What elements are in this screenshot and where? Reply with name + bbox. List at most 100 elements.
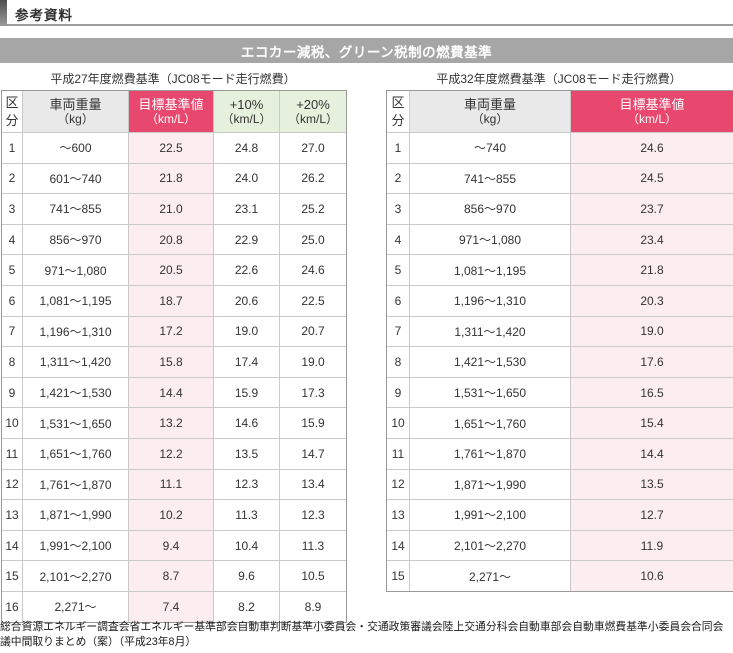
- table-row: 3 856～970 23.7: [387, 194, 733, 225]
- category-cell: 14: [2, 530, 23, 562]
- table-row: 13 1,991～2,100 12.7: [387, 500, 733, 531]
- table-row: 2 601～740 21.8 24.0 26.2: [2, 163, 346, 195]
- table-row: 16 2,271～ 7.4 8.2 8.9: [2, 591, 346, 622]
- fy27-standards-table: 区分 車両重量 （kg） 目標基準値 （km/L） +10% （km/L） +20% （…: [1, 90, 347, 623]
- category-cell: 10: [2, 408, 23, 439]
- target-value-cell: 11.9: [571, 530, 733, 562]
- plus20-value-cell: 27.0: [280, 133, 346, 164]
- weight-range-cell: 1,991～2,100: [23, 530, 129, 562]
- target-value-cell: 22.5: [129, 133, 214, 164]
- plus10-value-cell: 22.9: [214, 224, 280, 256]
- plus20-value-cell: 10.5: [280, 561, 346, 592]
- weight-range-cell: 1,196～1,310: [23, 316, 129, 348]
- table-row: 4 971～1,080 23.4: [387, 224, 733, 256]
- weight-range-cell: 1,421～1,530: [23, 377, 129, 409]
- table-row: 12 1,761～1,870 11.1 12.3 13.4: [2, 469, 346, 501]
- source-note: 総合資源エネルギー調査会省エネルギー基準部会自動車判断基準小委員会・交通政策審議…: [0, 621, 724, 648]
- category-cell: 8: [387, 347, 410, 378]
- target-value-cell: 24.6: [571, 133, 733, 164]
- category-cell: 5: [387, 255, 410, 286]
- col-header-vehicle-weight-label: 車両重量: [463, 96, 516, 112]
- col-header-target-value-label: 目標基準値: [619, 96, 685, 112]
- weight-range-cell: 1,311～1,420: [23, 347, 129, 378]
- table-row: 6 1,196～1,310 20.3: [387, 285, 733, 317]
- plus20-value-cell: 13.4: [280, 470, 346, 501]
- weight-range-cell: 1,991～2,100: [410, 500, 571, 531]
- target-value-cell: 24.5: [571, 163, 733, 195]
- fy32-standards-section: 平成32年度燃費基準（JC08モード走行燃費） 区分 車両重量 （kg） 目標基準…: [386, 71, 733, 592]
- page-header: 参考資料: [0, 0, 733, 26]
- weight-range-cell: 1,531～1,650: [23, 408, 129, 439]
- category-cell: 5: [2, 255, 23, 286]
- col-header-vehicle-weight-unit: （kg）: [471, 112, 509, 127]
- target-value-cell: 15.4: [571, 408, 733, 439]
- table-row: 1 ～740 24.6: [387, 133, 733, 164]
- col-header-category: 区分: [2, 91, 23, 133]
- col-header-vehicle-weight-label: 車両重量: [49, 96, 102, 112]
- table-row: 3 741～855 21.0 23.1 25.2: [2, 194, 346, 225]
- category-cell: 7: [2, 316, 23, 348]
- plus20-value-cell: 8.9: [304, 599, 322, 614]
- target-value-cell: 14.4: [571, 438, 733, 470]
- target-value-cell: 11.1: [129, 469, 214, 501]
- col-header-plus10-label: +10%: [229, 96, 264, 112]
- table-row: 12 1,871～1,990 13.5: [387, 469, 733, 501]
- plus10-value-cell: 24.0: [214, 163, 280, 195]
- category-cell: 2: [387, 163, 410, 195]
- target-value-cell: 21.8: [129, 163, 214, 195]
- header-accent-bar: [0, 0, 7, 26]
- col-header-target-value: 目標基準値 （km/L）: [129, 91, 214, 133]
- plus10-value-cell: 15.9: [214, 377, 280, 409]
- plus20-value-cell: 26.2: [280, 164, 346, 195]
- target-value-cell: 9.4: [129, 530, 214, 562]
- category-cell: 1: [2, 133, 23, 164]
- table-row: 1 ～600 22.5 24.8 27.0: [2, 133, 346, 164]
- table-row: 7 1,311～1,420 19.0: [387, 316, 733, 348]
- table-row: 2 741～855 24.5: [387, 163, 733, 195]
- table-row: 6 1,081～1,195 18.7 20.6 22.5: [2, 285, 346, 317]
- plus10-value-cell: 14.6: [214, 408, 280, 439]
- table-row: 10 1,651～1,760 15.4: [387, 408, 733, 439]
- category-cell: 6: [2, 285, 23, 317]
- target-value-cell: 16.5: [571, 377, 733, 409]
- col-header-category-label: 区分: [391, 94, 405, 128]
- plus20-value-cell: 14.7: [280, 439, 346, 470]
- category-cell: 3: [387, 194, 410, 225]
- fy32-standards-table: 区分 車両重量 （kg） 目標基準値 （km/L） 1 ～740 24.6 2 741～85…: [386, 90, 733, 592]
- table-row: 11 1,651～1,760 12.2 13.5 14.7: [2, 438, 346, 470]
- weight-range-cell: 856～970: [410, 194, 571, 225]
- category-cell: 2: [2, 163, 23, 195]
- weight-range-cell: 1,311～1,420: [410, 316, 571, 348]
- col-header-category-label: 区分: [5, 94, 19, 128]
- plus20-value-cell: 11.3: [280, 531, 346, 562]
- weight-range-cell: ～600: [23, 133, 129, 164]
- target-value-cell: 15.8: [129, 347, 214, 378]
- weight-range-cell: 1,871～1,990: [23, 500, 129, 531]
- weight-range-cell: 1,081～1,195: [410, 255, 571, 286]
- table-row: 13 1,871～1,990 10.2 11.3 12.3: [2, 500, 346, 531]
- plus10-value-cell: 8.2: [214, 591, 280, 622]
- category-cell: 15: [387, 561, 410, 591]
- table-row: 11 1,761～1,870 14.4: [387, 438, 733, 470]
- weight-range-cell: 1,081～1,195: [23, 285, 129, 317]
- plus10-value-cell: 13.5: [214, 438, 280, 470]
- category-cell: 13: [2, 500, 23, 531]
- category-cell: 3: [2, 194, 23, 225]
- table-row: 14 2,101～2,270 11.9: [387, 530, 733, 562]
- target-value-cell: 18.7: [129, 285, 214, 317]
- category-cell: 8: [2, 347, 23, 378]
- category-cell: 12: [387, 469, 410, 501]
- plus10-value-cell: 19.0: [214, 316, 280, 348]
- col-header-vehicle-weight: 車両重量 （kg）: [23, 91, 129, 133]
- col-header-category: 区分: [387, 91, 410, 133]
- category-cell: 11: [2, 438, 23, 470]
- col-header-target-value-label: 目標基準値: [138, 96, 204, 112]
- header-row: 区分 車両重量 （kg） 目標基準値 （km/L）: [387, 91, 733, 133]
- target-value-cell: 7.4: [129, 591, 214, 622]
- category-cell: 15: [2, 561, 23, 592]
- category-cell: 13: [387, 500, 410, 531]
- col-header-target-value-unit: （km/L）: [145, 112, 196, 127]
- table-row: 14 1,991～2,100 9.4 10.4 11.3: [2, 530, 346, 562]
- plus10-value-cell: 11.3: [214, 500, 280, 531]
